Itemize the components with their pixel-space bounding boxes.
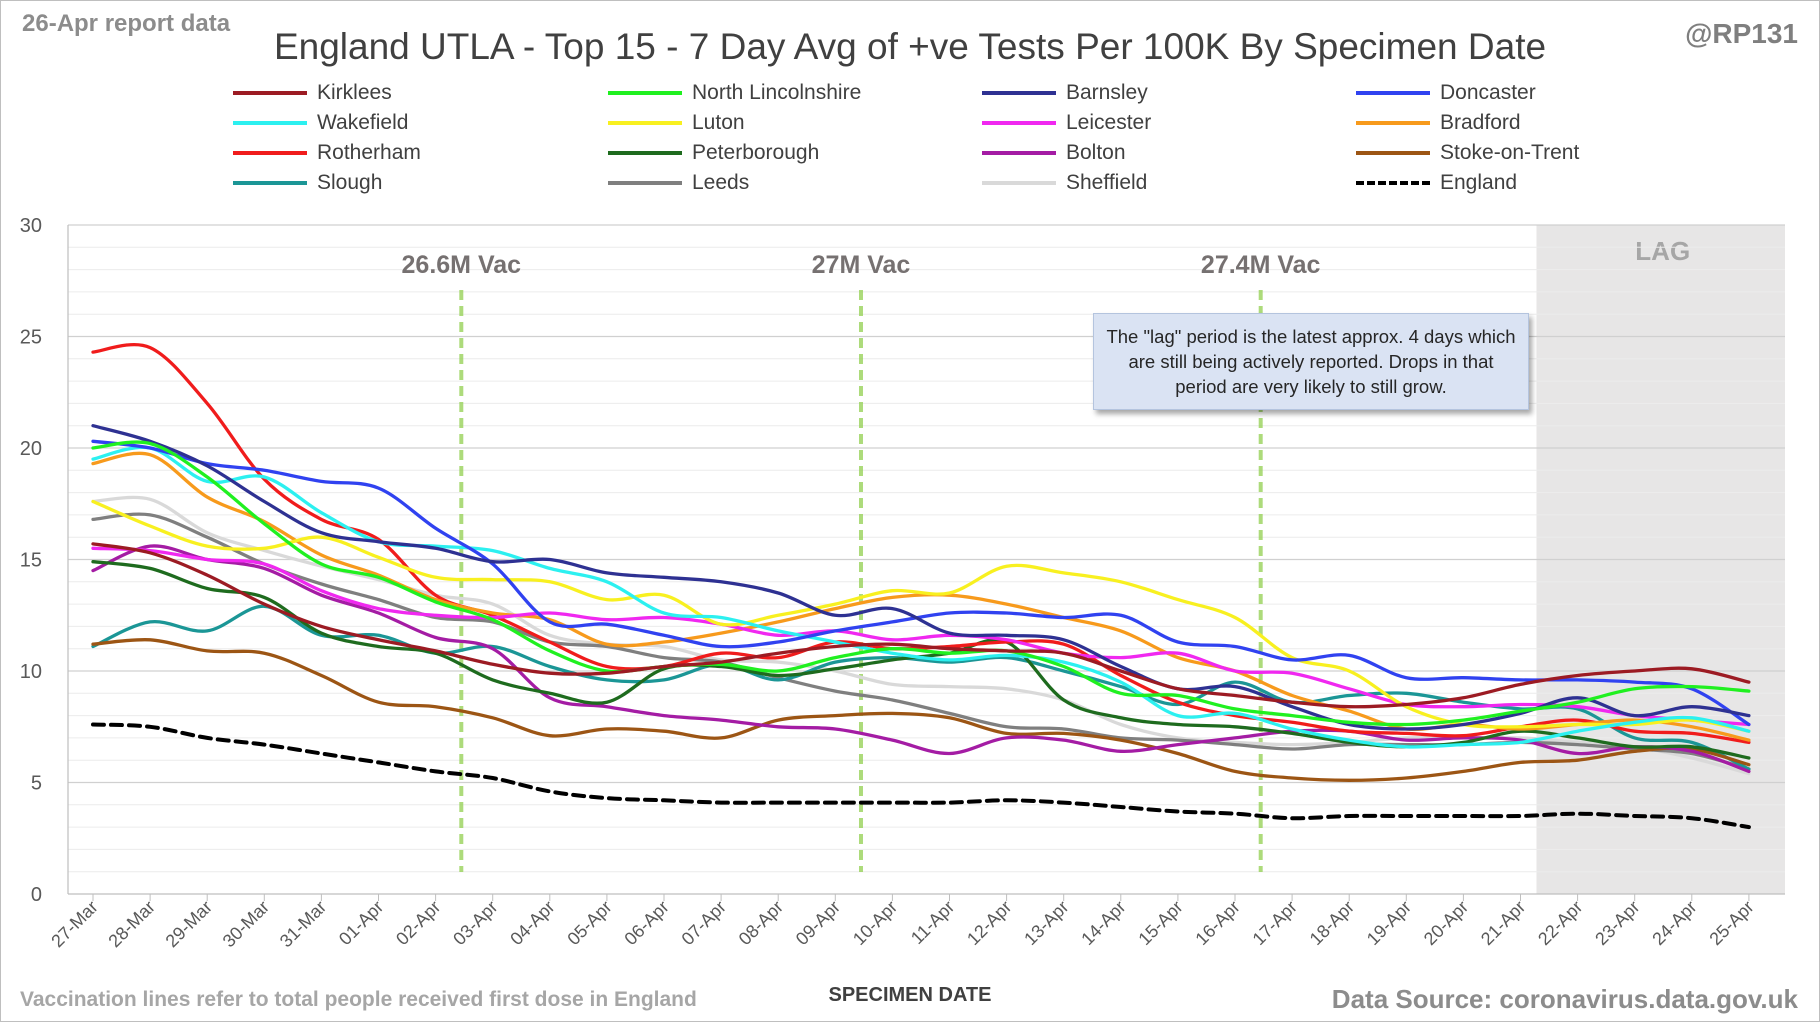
series-line-north-lincolnshire [91,440,1751,727]
series-line-slough [91,604,1751,771]
vaccination-footnote: Vaccination lines refer to total people … [20,988,697,1011]
series-line-wakefield [91,445,1751,749]
series-line-barnsley [91,424,1751,731]
series-line-england [91,722,1751,830]
x-tick-label: 24-Apr [1648,897,1700,949]
x-tick-label: 01-Apr [335,897,387,949]
x-tick-label: 21-Apr [1477,897,1529,949]
x-tick-label: 02-Apr [392,897,444,949]
x-tick-label: 10-Apr [849,897,901,949]
x-tick-label: 13-Apr [1020,897,1072,949]
y-tick-label: 20 [20,438,42,460]
series-line-kirklees [91,542,1751,709]
x-tick-label: 11-Apr [907,897,958,948]
x-tick-label: 25-Apr [1705,897,1757,949]
x-tick-label: 06-Apr [620,897,672,949]
x-tick-label: 17-Apr [1249,897,1301,949]
author-handle: @RP131 [1685,18,1798,49]
x-tick-label: 22-Apr [1534,897,1586,949]
x-tick-label: 03-Apr [449,897,501,949]
lag-note: The "lag" period is the latest approx. 4… [1093,313,1529,410]
chart-title: England UTLA - Top 15 - 7 Day Avg of +ve… [273,26,1547,67]
x-tick-label: 15-Apr [1134,897,1186,949]
x-tick-label: 12-Apr [963,897,1015,949]
x-tick-label: 20-Apr [1420,897,1472,949]
lag-label: LAG [1635,236,1690,266]
report-date-label: 26-Apr report data [22,10,231,37]
x-tick-label: 08-Apr [735,897,787,949]
y-tick-label: 10 [20,661,42,683]
x-tick-label: 28-Mar [104,897,158,951]
x-tick-label: 29-Mar [162,897,216,951]
x-tick-label: 31-Mar [276,897,330,951]
vaccination-label: 27M Vac [812,251,911,279]
x-tick-label: 09-Apr [792,897,844,949]
x-tick-label: 14-Apr [1077,897,1129,949]
series-line-bolton [91,544,1751,774]
x-tick-label: 30-Mar [219,897,273,951]
y-tick-label: 25 [20,327,42,349]
x-tick-label: 18-Apr [1306,897,1358,949]
x-tick-label: 04-Apr [506,897,558,949]
series-line-leicester [91,546,1751,727]
data-source-label: Data Source: coronavirus.data.gov.uk [1331,984,1798,1014]
x-tick-label: 16-Apr [1191,897,1243,949]
vaccination-label: 26.6M Vac [402,251,522,279]
series-line-stoke-on-trent [91,637,1751,782]
y-tick-label: 0 [31,884,42,906]
x-tick-label: 07-Apr [678,897,730,949]
x-tick-label: 05-Apr [563,897,615,949]
x-tick-label: 27-Mar [47,897,101,951]
vaccination-label: 27.4M Vac [1201,251,1321,279]
y-tick-label: 15 [20,550,42,572]
x-axis-title: SPECIMEN DATE [828,984,992,1006]
x-tick-label: 23-Apr [1591,897,1643,949]
y-tick-label: 5 [31,773,42,795]
series-line-doncaster [91,439,1751,727]
y-tick-label: 30 [20,215,42,237]
x-tick-label: 19-Apr [1363,897,1415,949]
